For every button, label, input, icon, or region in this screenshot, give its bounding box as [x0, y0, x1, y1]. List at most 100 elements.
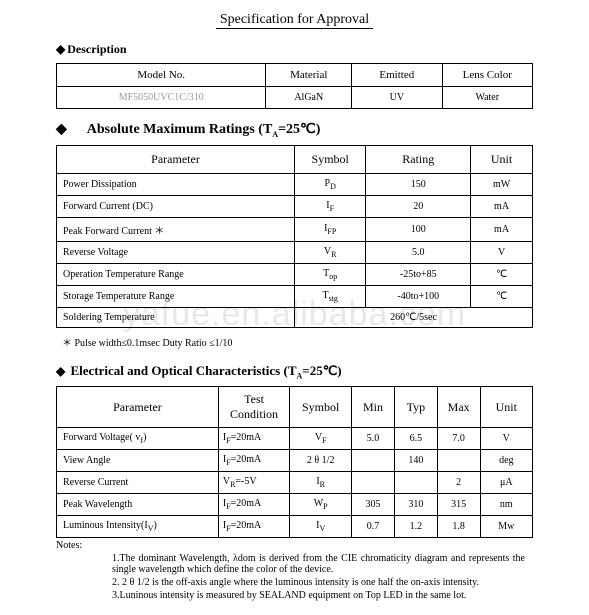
amr-h-rating: Rating [366, 145, 471, 173]
eoc-typ: 1.2 [394, 516, 437, 538]
desc-h-lens: Lens Color [442, 64, 532, 87]
amr-param: Storage Temperature Range [57, 285, 295, 307]
amr-table: Parameter Symbol Rating Unit Power Dissi… [56, 145, 533, 328]
eoc-unit: nm [480, 494, 532, 516]
amr-symbol: IFP [295, 217, 366, 241]
eoc-row: Forward Voltage( vf)IF=20mAVF5.06.57.0V [57, 428, 533, 450]
eoc-param: Peak Wavelength [57, 494, 219, 516]
eoc-h-param: Parameter [57, 387, 219, 428]
eoc-max: 315 [437, 494, 480, 516]
amr-row: Power DissipationPD150mW [57, 173, 533, 195]
note-item: 1.The dominant Wavelength, λdom is deriv… [112, 553, 525, 575]
eoc-cond: VR=-5V [218, 472, 289, 494]
eoc-max [437, 450, 480, 472]
eoc-h-symbol: Symbol [290, 387, 352, 428]
amr-unit: mA [471, 217, 533, 241]
amr-unit: mA [471, 195, 533, 217]
eoc-typ: 6.5 [394, 428, 437, 450]
eoc-cond: IF=20mA [218, 428, 289, 450]
eoc-symbol: IR [290, 472, 352, 494]
amr-param: Power Dissipation [57, 173, 295, 195]
description-heading-text: Description [67, 42, 126, 56]
description-header-row: Model No. Material Emitted Lens Color [57, 64, 533, 87]
eoc-table: Parameter Test Condition Symbol Min Typ … [56, 386, 533, 538]
eoc-row: Peak WavelengthIF=20mAWP305310315nm [57, 494, 533, 516]
eoc-typ [394, 472, 437, 494]
doc-title-wrap: Specification for Approval [56, 12, 533, 28]
desc-h-emitted: Emitted [352, 64, 442, 87]
amr-rating: 150 [366, 173, 471, 195]
eoc-max: 1.8 [437, 516, 480, 538]
amr-param: Reverse Voltage [57, 241, 295, 263]
eoc-min: 0.7 [352, 516, 395, 538]
eoc-unit: μA [480, 472, 532, 494]
notes-list: 1.The dominant Wavelength, λdom is deriv… [56, 553, 533, 601]
amr-param: Operation Temperature Range [57, 263, 295, 285]
amr-h-unit: Unit [471, 145, 533, 173]
description-table: Model No. Material Emitted Lens Color MF… [56, 63, 533, 109]
desc-v-model: MF5050UVC1C/310 [57, 87, 266, 109]
eoc-h-unit: Unit [480, 387, 532, 428]
diamond-icon: ◆ [56, 122, 67, 137]
eoc-max: 2 [437, 472, 480, 494]
eoc-typ: 140 [394, 450, 437, 472]
amr-head-row: Parameter Symbol Rating Unit [57, 145, 533, 173]
amr-symbol: Top [295, 263, 366, 285]
amr-row: Peak Forward Current ＊IFP100mA [57, 217, 533, 241]
amr-param: Peak Forward Current ＊ [57, 217, 295, 241]
eoc-symbol: IV [290, 516, 352, 538]
eoc-min [352, 472, 395, 494]
eoc-h-typ: Typ [394, 387, 437, 428]
amr-unit: ℃ [471, 285, 533, 307]
desc-v-lens: Water [442, 87, 532, 109]
amr-row: Forward Current (DC)IF20mA [57, 195, 533, 217]
eoc-max: 7.0 [437, 428, 480, 450]
amr-unit: mW [471, 173, 533, 195]
amr-unit: ℃ [471, 263, 533, 285]
amr-rating: 20 [366, 195, 471, 217]
eoc-min [352, 450, 395, 472]
eoc-min: 305 [352, 494, 395, 516]
eoc-h-min: Min [352, 387, 395, 428]
amr-heading-prefix: Absolute Maximum Ratings (T [87, 122, 273, 137]
eoc-heading-suffix: =25℃) [302, 363, 341, 378]
amr-row: Operation Temperature RangeTop-25to+85℃ [57, 263, 533, 285]
eoc-symbol: WP [290, 494, 352, 516]
eoc-cond: IF=20mA [218, 450, 289, 472]
eoc-param: View Angle [57, 450, 219, 472]
eoc-heading-prefix: Electrical and Optical Characteristics (… [70, 363, 296, 378]
amr-h-symbol: Symbol [295, 145, 366, 173]
amr-rating: -40to+100 [366, 285, 471, 307]
eoc-unit: deg [480, 450, 532, 472]
eoc-param: Luminous Intensity(IV) [57, 516, 219, 538]
amr-row: Reverse VoltageVR5.0V [57, 241, 533, 263]
amr-symbol: IF [295, 195, 366, 217]
page: Specification for Approval ◆Description … [0, 0, 589, 611]
eoc-symbol: VF [290, 428, 352, 450]
desc-h-model: Model No. [57, 64, 266, 87]
amr-solder-value: 260℃/5sec [295, 307, 533, 327]
eoc-heading: ◆ Electrical and Optical Characteristics… [56, 363, 533, 381]
amr-star-note: ＊ Pulse width≤0.1msec Duty Ratio ≤1/10 [62, 334, 533, 349]
eoc-row: View AngleIF=20mA2 θ 1/2140deg [57, 450, 533, 472]
eoc-param: Reverse Current [57, 472, 219, 494]
amr-h-param: Parameter [57, 145, 295, 173]
eoc-h-cond: Test Condition [218, 387, 289, 428]
amr-unit: V [471, 241, 533, 263]
notes-label: Notes: [56, 540, 533, 551]
desc-h-material: Material [266, 64, 352, 87]
amr-rating: 5.0 [366, 241, 471, 263]
eoc-typ: 310 [394, 494, 437, 516]
desc-v-material: AlGaN [266, 87, 352, 109]
note-item: 2. 2 θ 1/2 is the off-axis angle where t… [112, 577, 525, 588]
eoc-h-max: Max [437, 387, 480, 428]
eoc-cond: IF=20mA [218, 516, 289, 538]
eoc-param: Forward Voltage( vf) [57, 428, 219, 450]
amr-heading-suffix: =25℃) [278, 122, 320, 137]
diamond-icon: ◆ [56, 364, 65, 378]
amr-solder-row: Soldering Temperature 260℃/5sec [57, 307, 533, 327]
eoc-min: 5.0 [352, 428, 395, 450]
eoc-cond: IF=20mA [218, 494, 289, 516]
doc-title: Specification for Approval [216, 12, 373, 29]
note-item: 3.Luninous intensity is measured by SEAL… [112, 590, 525, 601]
